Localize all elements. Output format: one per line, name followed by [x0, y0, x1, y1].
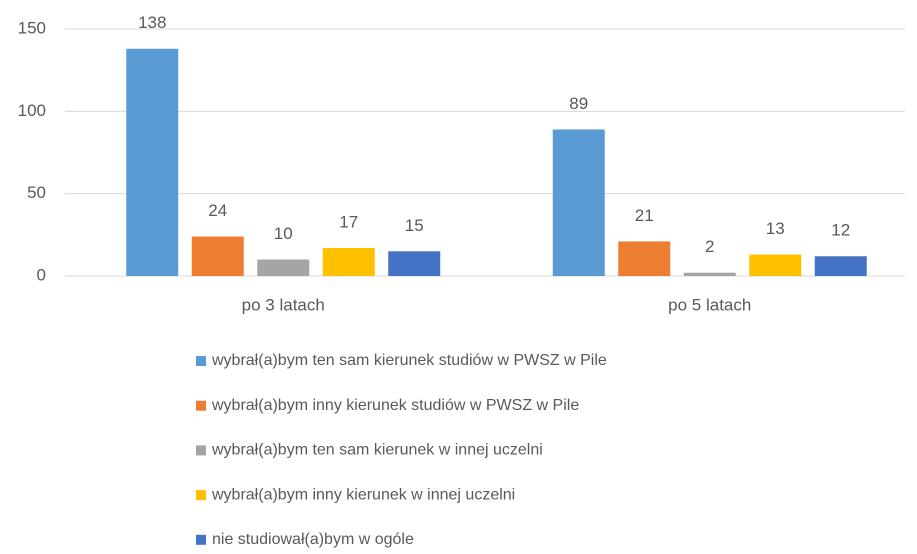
- data-label: 89: [569, 94, 588, 113]
- legend-label: nie studiował(a)bym w ogóle: [212, 531, 414, 548]
- data-label: 21: [635, 206, 654, 225]
- y-tick-label: 50: [27, 183, 46, 202]
- data-label: 15: [405, 216, 424, 235]
- legend-swatch: [196, 356, 206, 366]
- data-label: 138: [138, 13, 166, 32]
- bar: [388, 251, 441, 276]
- legend-swatch: [196, 490, 206, 501]
- x-tick-label: po 5 latach: [668, 295, 751, 314]
- data-label: 17: [339, 212, 358, 231]
- y-tick-label: 150: [18, 18, 46, 37]
- y-tick-label: 100: [18, 101, 46, 120]
- bar: [618, 241, 671, 276]
- bar: [552, 129, 605, 276]
- y-tick-label: 0: [37, 265, 46, 284]
- bar: [814, 256, 867, 276]
- data-label: 24: [208, 201, 227, 220]
- legend-swatch: [196, 400, 206, 411]
- data-label: 2: [705, 237, 714, 256]
- bar: [257, 259, 310, 276]
- legend-swatch: [196, 445, 206, 456]
- data-label: 12: [831, 221, 850, 240]
- bar: [322, 248, 375, 276]
- bar: [191, 236, 244, 276]
- legend-label: wybrał(a)bym ten sam kierunek w innej uc…: [211, 442, 543, 459]
- bar: [126, 48, 179, 277]
- bar: [683, 272, 736, 276]
- legend-swatch: [196, 534, 206, 545]
- data-label: 13: [766, 219, 785, 238]
- data-label: 10: [274, 224, 293, 243]
- x-tick-label: po 3 latach: [242, 295, 325, 314]
- bar: [749, 254, 802, 276]
- legend-label: wybrał(a)bym inny kierunek studiów w PWS…: [211, 397, 579, 414]
- legend-label: wybrał(a)bym ten sam kierunek studiów w …: [211, 352, 607, 369]
- legend-label: wybrał(a)bym inny kierunek w innej uczel…: [211, 486, 515, 503]
